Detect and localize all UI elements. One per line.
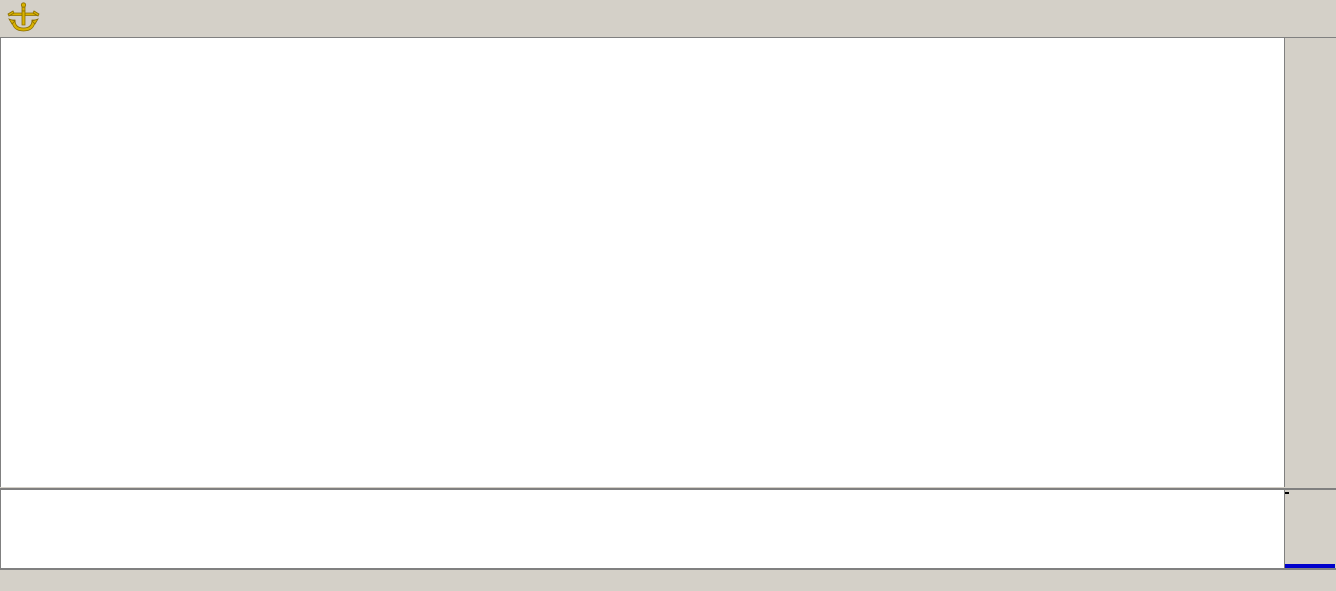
date-axis [0, 568, 1336, 591]
price-chart-svg [1, 38, 1284, 487]
price-axis[interactable] [1284, 37, 1336, 494]
stochastic-svg [1, 490, 1284, 568]
genesis-anchor-logo-icon [4, 2, 44, 34]
stochastic-k-marker [1285, 564, 1335, 568]
stochastic-axis-tickmarks [1285, 490, 1336, 568]
stochastic-indicator-pane[interactable] [0, 488, 1284, 568]
last-price-badge [1285, 492, 1289, 494]
stochastic-legend [1266, 491, 1274, 503]
price-chart-pane[interactable] [0, 37, 1284, 487]
stochastic-axis[interactable] [1284, 488, 1336, 568]
price-axis-tickmarks [1285, 38, 1336, 487]
